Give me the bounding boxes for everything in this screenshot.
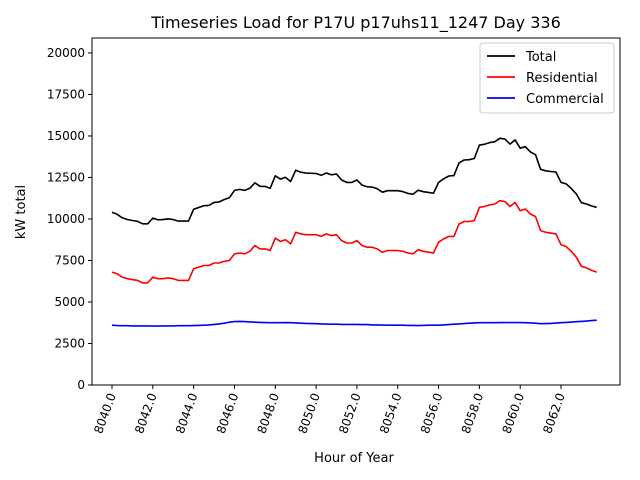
x-tick-label: 8060.0 — [499, 391, 527, 435]
series-line-residential — [111, 199, 597, 284]
y-tick-label: 5000 — [54, 295, 85, 309]
legend-label: Total — [525, 50, 556, 65]
y-tick-label: 15000 — [47, 129, 85, 143]
x-tick-label: 8048.0 — [255, 391, 283, 435]
x-tick-label: 8044.0 — [173, 391, 201, 435]
y-axis-label: kW total — [14, 185, 29, 239]
x-tick-label: 8052.0 — [336, 391, 364, 435]
y-tick-label: 20000 — [47, 46, 85, 60]
x-tick-label: 8054.0 — [377, 391, 405, 435]
legend-box — [479, 42, 615, 114]
legend-label: Commercial — [526, 92, 604, 107]
legend: Total Residential Commercial — [479, 42, 615, 114]
series-line-commercial — [111, 319, 597, 327]
y-tick-label: 17500 — [47, 87, 85, 101]
legend-label: Residential — [526, 71, 598, 86]
x-tick-label: 8042.0 — [132, 391, 160, 435]
y-tick-label: 2500 — [54, 336, 85, 350]
y-tick-label: 12500 — [47, 170, 85, 184]
y-tick-label: 7500 — [54, 253, 85, 267]
x-tick-label: 8056.0 — [418, 391, 446, 435]
plot-frame — [91, 37, 621, 386]
y-tick-label: 10000 — [47, 212, 85, 226]
x-axis-label: Hour of Year — [314, 451, 394, 466]
chart-title: Timeseries Load for P17U p17uhs11_1247 D… — [150, 13, 561, 33]
series-line-total — [111, 137, 597, 225]
x-tick-label: 8046.0 — [214, 391, 242, 435]
x-tick-label: 8062.0 — [540, 391, 568, 435]
x-tick-label: 8058.0 — [459, 391, 487, 435]
x-tick-label: 8040.0 — [91, 391, 119, 435]
y-tick-label: 0 — [77, 378, 85, 392]
x-tick-label: 8050.0 — [295, 391, 323, 435]
